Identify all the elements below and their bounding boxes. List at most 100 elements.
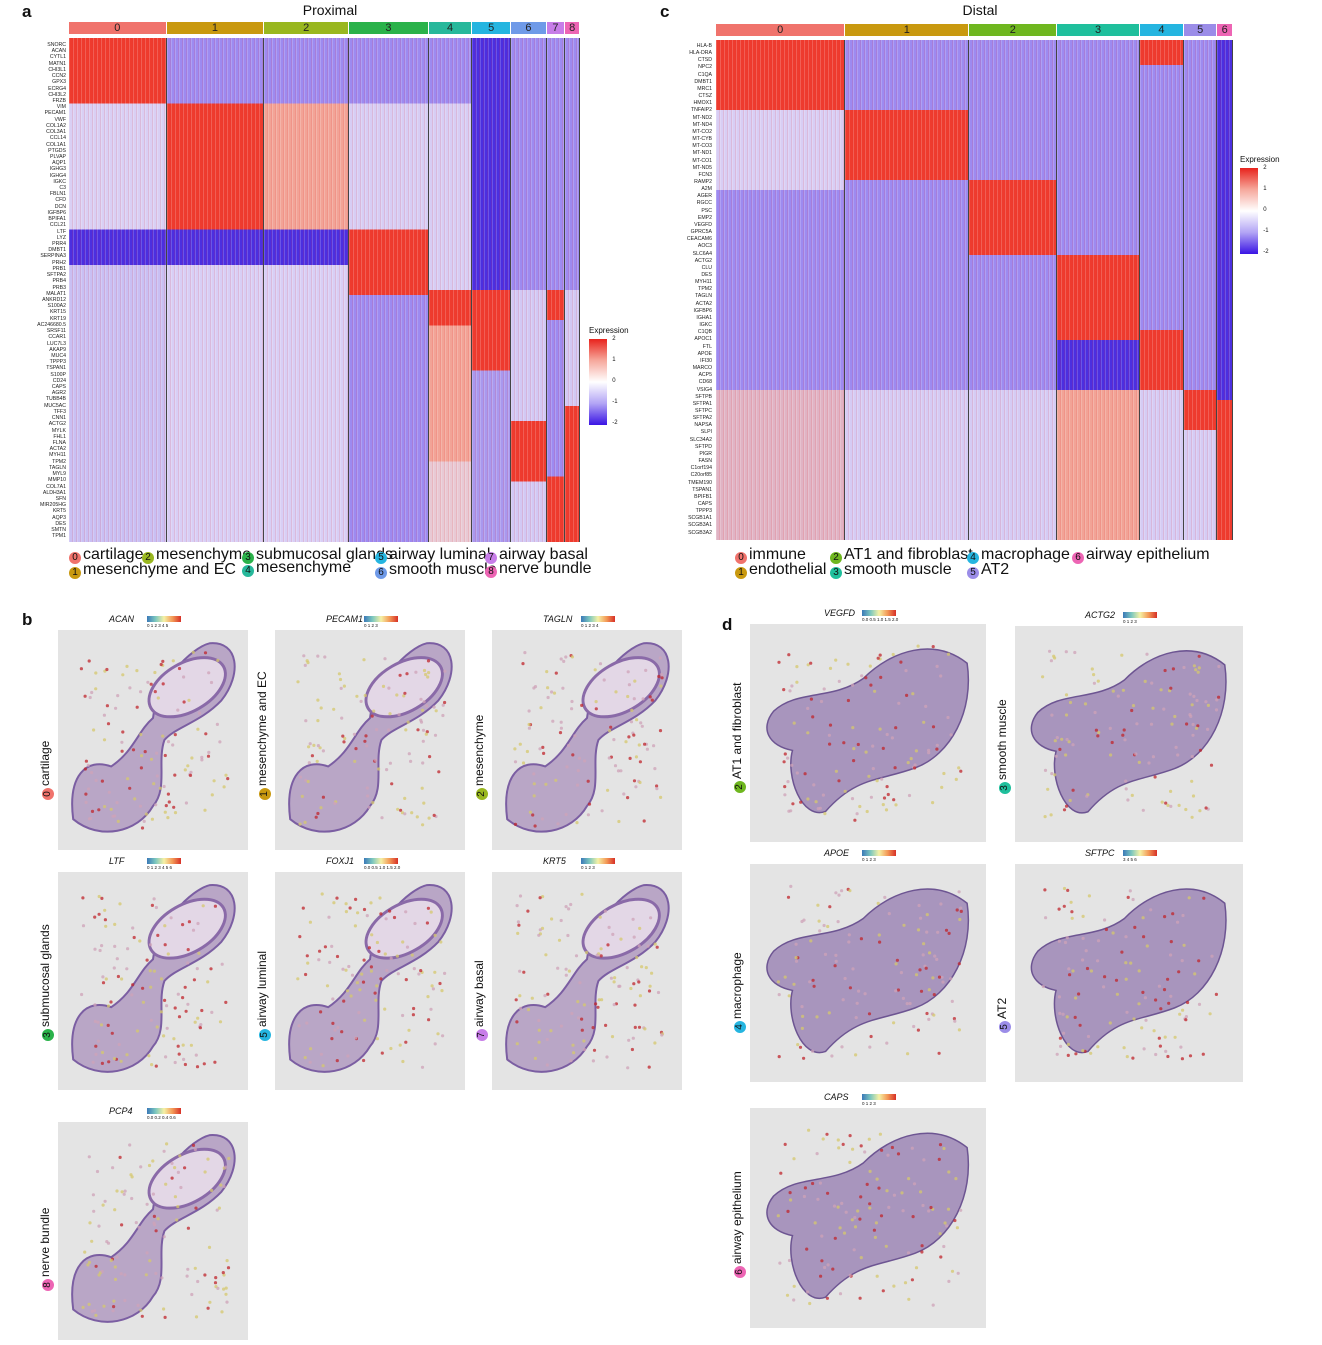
key-label: smooth muscle xyxy=(389,561,497,578)
panel-c-heatmap xyxy=(716,40,1233,540)
cluster-label: 6 airway epithelium xyxy=(730,1171,746,1278)
cluster-name: AT2 xyxy=(995,997,1009,1019)
gene-name: VEGFD xyxy=(824,608,856,618)
cluster-block-6: 6 xyxy=(1217,24,1233,36)
gene-label: AKAP9 xyxy=(49,346,66,353)
gene-label: IFI30 xyxy=(700,357,712,364)
tissue-section xyxy=(766,644,970,822)
gene-label: FASN xyxy=(698,458,712,465)
legend-tick: 2 xyxy=(612,336,616,342)
legend-colorbar xyxy=(1240,168,1258,254)
gene-label: GPX3 xyxy=(52,79,66,86)
gene-label: BPIFB1 xyxy=(694,493,712,500)
key-item: 1 mesenchyme and EC xyxy=(69,561,236,579)
tissue-section xyxy=(505,642,670,833)
color-scale xyxy=(364,858,398,864)
gene-label: C1orf194 xyxy=(690,465,712,472)
panel-b-letter: b xyxy=(22,610,33,629)
key-item: 8 nerve bundle xyxy=(485,560,592,578)
cluster-name: mesenchyme xyxy=(472,714,486,786)
cluster-name: airway basal xyxy=(472,960,486,1027)
gene-label: PECAM1 xyxy=(44,110,66,117)
cluster-block-0: 0 xyxy=(716,24,846,36)
gene-label: MT-CO1 xyxy=(692,157,712,164)
gene-label: LYZ xyxy=(56,234,66,241)
gene-label: SLC6A4 xyxy=(692,250,712,257)
gene-label: PRB1 xyxy=(52,265,66,272)
gene-label: SLPI xyxy=(700,429,712,436)
gene-label: MT-CYB xyxy=(692,136,712,143)
tissue-section xyxy=(71,1134,236,1323)
cluster-block-3: 3 xyxy=(349,22,429,34)
key-number: 0 xyxy=(69,552,81,564)
key-number: 6 xyxy=(1072,552,1084,564)
gene-label: ALDH3A1 xyxy=(42,489,66,496)
cluster-label: 2AT1 and fibroblast xyxy=(730,683,746,793)
tissue-section xyxy=(766,1128,970,1307)
gene-label: ACAN xyxy=(51,48,66,55)
gene-label: IGKC xyxy=(53,178,66,185)
key-item: 2 AT1 and fibroblast xyxy=(830,546,973,564)
legend-tick: -2 xyxy=(612,420,618,426)
key-number: 8 xyxy=(485,566,497,578)
key-label: mesenchyme xyxy=(256,559,352,576)
cluster-block-1: 1 xyxy=(845,24,970,36)
gene-label: CTSZ xyxy=(698,93,712,100)
gene-label: SFTPA2 xyxy=(692,415,712,422)
spatial-map-sftpc xyxy=(1015,864,1243,1082)
gene-label: HLA-DRA xyxy=(689,50,712,57)
cluster-name: cartilage xyxy=(38,740,52,786)
panel-a-key: 0 cartilage 1 mesenchyme and EC 2 mesenchyme 3… xyxy=(69,546,592,579)
gene-label: CLU xyxy=(701,264,712,271)
key-item: 4 mesenchyme xyxy=(242,559,351,577)
key-label: macrophage xyxy=(981,546,1070,563)
gene-label: MARCO xyxy=(692,365,712,372)
gene-label: FBLN1 xyxy=(49,191,66,198)
heatmap-cluster-column xyxy=(511,38,547,542)
color-scale xyxy=(581,858,615,864)
gene-label: ACTG2 xyxy=(694,257,712,264)
gene-label: TPPP3 xyxy=(49,359,66,366)
color-scale xyxy=(1123,612,1157,618)
key-number: 4 xyxy=(242,565,254,577)
gene-name: ACAN xyxy=(109,614,135,624)
gene-label: HMOX1 xyxy=(693,100,712,107)
color-scale-ticks: 0 1 2 3 4 5 6 xyxy=(147,865,173,870)
cluster-name: smooth muscle xyxy=(995,699,1009,780)
cluster-name: submucosal glands xyxy=(38,924,52,1027)
gene-label: ANKRD12 xyxy=(42,296,66,303)
gene-label: C20orf85 xyxy=(690,472,712,479)
cluster-name: mesenchyme and EC xyxy=(255,671,269,786)
gene-label: MUC5AC xyxy=(44,402,66,409)
cluster-number: 2 xyxy=(476,788,488,800)
gene-label: SNORC xyxy=(47,42,66,48)
gene-label: C1QB xyxy=(697,329,712,336)
key-item: 0 immune xyxy=(735,546,806,564)
legend-tick: -1 xyxy=(612,399,618,405)
legend-tick: 1 xyxy=(1263,186,1267,192)
gene-name: KRT5 xyxy=(543,856,566,866)
color-scale xyxy=(862,850,896,856)
key-label: AT1 and fibroblast xyxy=(844,546,973,563)
cluster-name: airway epithelium xyxy=(730,1171,744,1264)
key-label: airway basal xyxy=(499,546,588,563)
gene-label: CCL14 xyxy=(49,135,66,142)
key-label: cartilage xyxy=(83,546,144,563)
gene-label: CFD xyxy=(55,197,66,204)
cluster-number: 5 xyxy=(259,1029,271,1041)
gene-label: IGKC xyxy=(699,322,712,329)
color-scale-ticks: 0 1 2 3 xyxy=(862,1101,876,1106)
cluster-block-7: 7 xyxy=(546,22,565,34)
gene-label: KRT19 xyxy=(49,315,66,322)
gene-label: FRZB xyxy=(52,97,66,104)
heatmap-cluster-column xyxy=(264,38,350,542)
heatmap-cluster-column xyxy=(428,38,473,542)
gene-label: IGHA1 xyxy=(696,314,712,321)
gene-label: IGFBP6 xyxy=(47,209,66,216)
gene-label: MMP10 xyxy=(48,477,66,484)
gene-label: MIR205HG xyxy=(40,502,66,509)
gene-label: IGHG4 xyxy=(49,172,66,179)
color-scale-ticks: 0.0 0.5 1.0 1.5 2.0 xyxy=(862,617,899,622)
gene-label: AGR2 xyxy=(51,390,66,397)
gene-label: TAGLN xyxy=(695,293,712,300)
